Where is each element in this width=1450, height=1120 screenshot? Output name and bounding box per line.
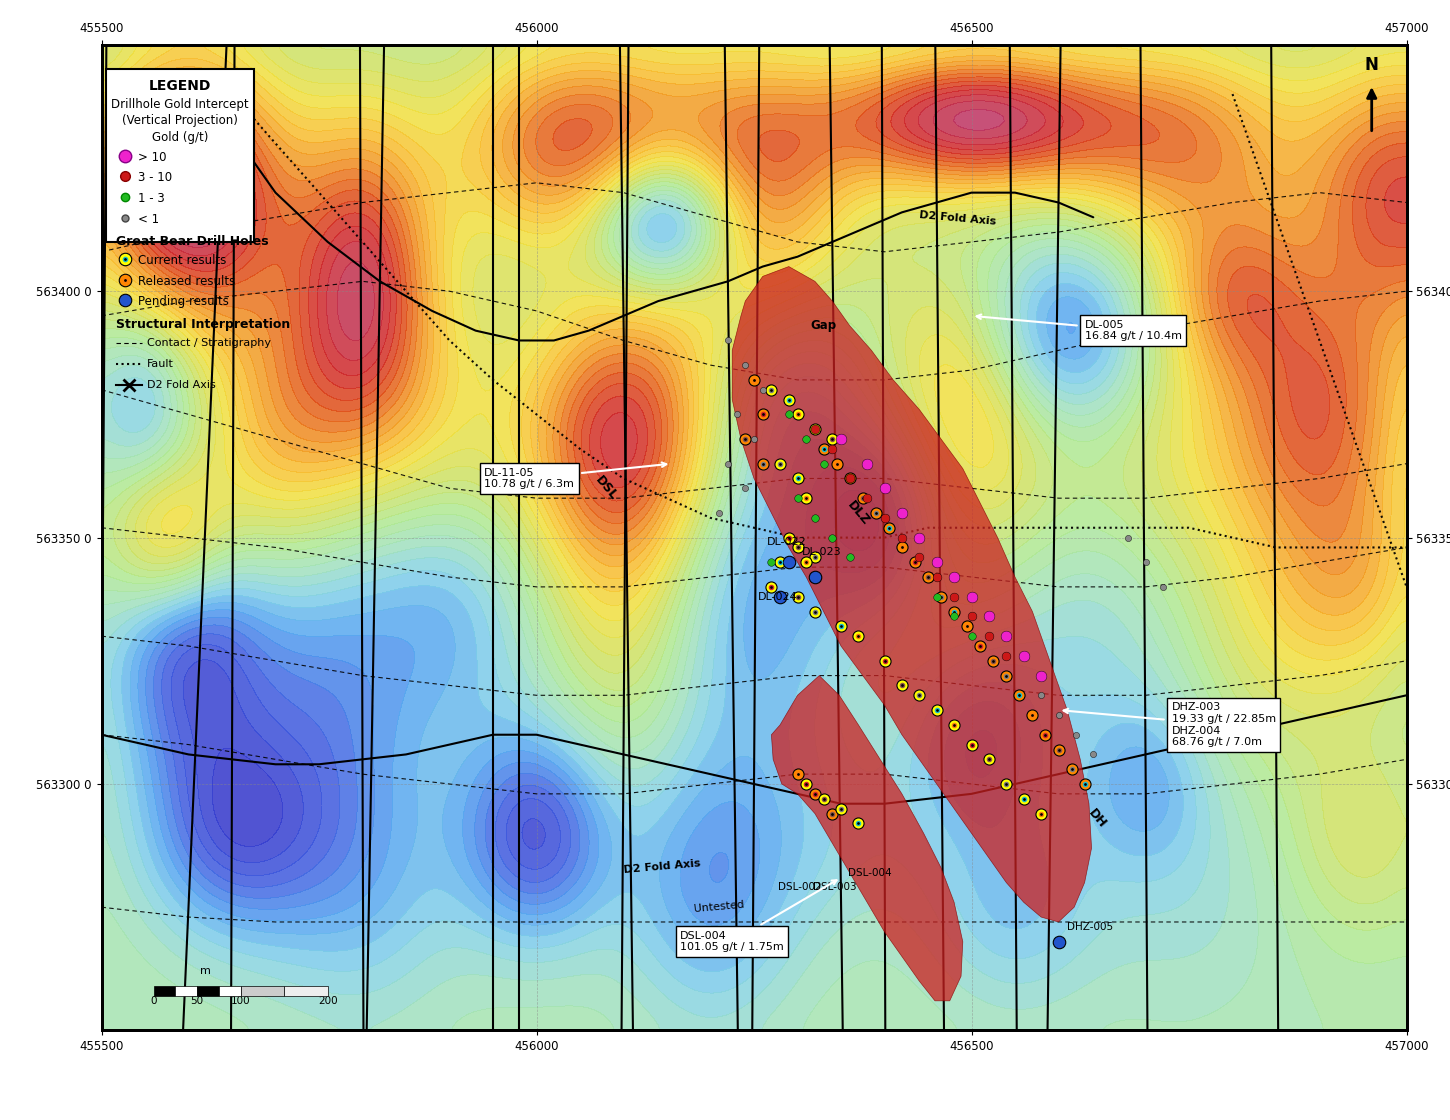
Point bbox=[716, 455, 740, 473]
Text: DSL-002: DSL-002 bbox=[779, 883, 822, 893]
Text: Gold (g/t): Gold (g/t) bbox=[152, 131, 207, 144]
Text: DH: DH bbox=[1086, 806, 1109, 831]
Text: DL-023: DL-023 bbox=[802, 548, 841, 558]
Text: DL-024: DL-024 bbox=[758, 591, 798, 601]
Point bbox=[942, 588, 966, 606]
Text: Drillhole Gold Intercept: Drillhole Gold Intercept bbox=[112, 97, 248, 111]
Text: m: m bbox=[200, 967, 212, 977]
Point bbox=[803, 420, 826, 438]
Text: < 1: < 1 bbox=[138, 213, 160, 225]
Point bbox=[995, 647, 1018, 665]
Text: > 10: > 10 bbox=[138, 150, 167, 164]
Point bbox=[829, 430, 853, 448]
Point bbox=[977, 627, 1000, 645]
Text: Contact / Stratigraphy: Contact / Stratigraphy bbox=[146, 338, 271, 348]
Point bbox=[1116, 529, 1140, 547]
Point bbox=[760, 553, 783, 571]
Point bbox=[795, 430, 818, 448]
Text: DHZ-005: DHZ-005 bbox=[1067, 922, 1114, 932]
Text: DL-005
16.84 g/t / 10.4m: DL-005 16.84 g/t / 10.4m bbox=[977, 315, 1182, 342]
Text: 50: 50 bbox=[190, 996, 204, 1006]
Point bbox=[734, 479, 757, 497]
Point bbox=[777, 405, 800, 423]
Point bbox=[960, 607, 983, 625]
Point bbox=[890, 529, 914, 547]
Text: D2 Fold Axis: D2 Fold Axis bbox=[624, 858, 702, 875]
Text: DLZ: DLZ bbox=[844, 498, 873, 528]
Point bbox=[1082, 746, 1105, 764]
Point bbox=[1151, 578, 1174, 596]
Point bbox=[890, 504, 914, 522]
Text: DHZ-003
19.33 g/t / 22.85m
DHZ-004
68.76 g/t / 7.0m: DHZ-003 19.33 g/t / 22.85m DHZ-004 68.76… bbox=[1064, 702, 1276, 747]
Point bbox=[821, 440, 844, 458]
Point bbox=[716, 332, 740, 349]
Point bbox=[908, 529, 931, 547]
Point bbox=[925, 568, 948, 586]
Point bbox=[977, 607, 1000, 625]
Point bbox=[1134, 553, 1157, 571]
Text: 200: 200 bbox=[318, 996, 338, 1006]
Text: Untested: Untested bbox=[693, 900, 745, 914]
Point bbox=[942, 607, 966, 625]
Point bbox=[725, 405, 748, 423]
Text: 1 - 3: 1 - 3 bbox=[138, 192, 165, 205]
Text: Structural Interpretation: Structural Interpretation bbox=[116, 318, 290, 332]
Point bbox=[960, 588, 983, 606]
Point bbox=[838, 549, 861, 567]
Polygon shape bbox=[732, 267, 1092, 922]
Point bbox=[1064, 726, 1088, 744]
Text: Gap: Gap bbox=[811, 319, 837, 333]
Bar bbox=[219, 986, 241, 996]
Point bbox=[803, 508, 826, 526]
Text: LEGEND: LEGEND bbox=[148, 80, 212, 93]
Point bbox=[821, 529, 844, 547]
Point bbox=[751, 381, 774, 399]
Point bbox=[786, 489, 809, 507]
Point bbox=[995, 627, 1018, 645]
Text: (Vertical Projection): (Vertical Projection) bbox=[122, 114, 238, 128]
Point bbox=[708, 504, 731, 522]
Point bbox=[942, 568, 966, 586]
Text: 3 - 10: 3 - 10 bbox=[138, 171, 173, 185]
Text: DSL: DSL bbox=[593, 474, 619, 503]
Text: Fault: Fault bbox=[146, 360, 174, 368]
Text: DSL-003: DSL-003 bbox=[813, 883, 857, 893]
Bar bbox=[241, 986, 284, 996]
Text: DSL-004: DSL-004 bbox=[848, 868, 892, 878]
Text: D2 Fold Axis: D2 Fold Axis bbox=[146, 380, 216, 390]
Point bbox=[1030, 666, 1053, 684]
Text: Pending results: Pending results bbox=[138, 296, 229, 308]
Point bbox=[742, 430, 766, 448]
Point bbox=[873, 479, 896, 497]
Text: D2 Fold Axis: D2 Fold Axis bbox=[919, 211, 998, 227]
Point bbox=[812, 455, 835, 473]
Text: 0: 0 bbox=[151, 996, 157, 1006]
Bar bbox=[175, 986, 197, 996]
Text: 100: 100 bbox=[231, 996, 251, 1006]
Point bbox=[838, 469, 861, 487]
Bar bbox=[284, 986, 328, 996]
Point bbox=[1012, 647, 1035, 665]
Text: N: N bbox=[1364, 56, 1379, 74]
FancyBboxPatch shape bbox=[106, 69, 254, 242]
Point bbox=[734, 356, 757, 374]
Point bbox=[960, 627, 983, 645]
Point bbox=[925, 588, 948, 606]
Text: Released results: Released results bbox=[138, 274, 235, 288]
Text: Great Bear Drill Holes: Great Bear Drill Holes bbox=[116, 235, 268, 249]
Text: DL-022: DL-022 bbox=[767, 538, 806, 548]
Bar bbox=[154, 986, 175, 996]
Bar bbox=[197, 986, 219, 996]
Text: DL-11-05
10.78 g/t / 6.3m: DL-11-05 10.78 g/t / 6.3m bbox=[484, 463, 666, 489]
Text: DSL-004
101.05 g/t / 1.75m: DSL-004 101.05 g/t / 1.75m bbox=[680, 880, 837, 952]
Point bbox=[908, 549, 931, 567]
Point bbox=[1047, 706, 1070, 724]
Point bbox=[856, 455, 879, 473]
Point bbox=[925, 553, 948, 571]
Polygon shape bbox=[771, 675, 963, 1001]
Point bbox=[1030, 687, 1053, 704]
Point bbox=[856, 489, 879, 507]
Point bbox=[873, 508, 896, 526]
Text: Current results: Current results bbox=[138, 254, 226, 267]
